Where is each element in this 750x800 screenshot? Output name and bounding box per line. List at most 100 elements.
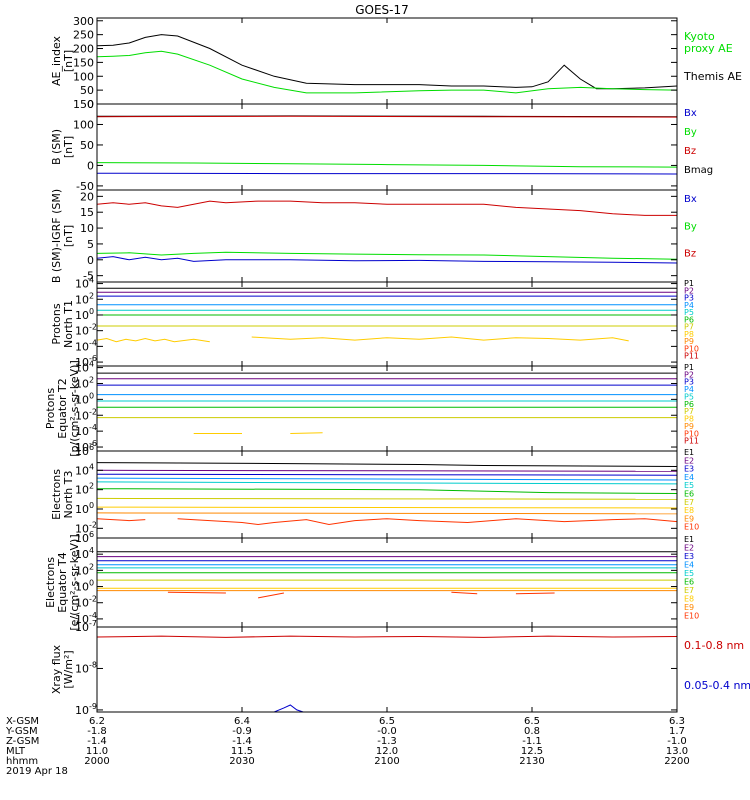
panel-7-series-13 [515,592,555,595]
panel-1-legend: Kyoto proxy AE Themis AE [683,30,742,83]
panel-6-series-1 [97,462,677,467]
legend-entry: E9 [684,603,694,612]
legend-entry: P2 [684,286,694,295]
x-tick-value: 6.3 [669,716,685,727]
legend-entry: P8 [684,415,694,424]
x-tick-value: 2100 [374,756,399,767]
y-tick-exponent: 0 [89,579,94,588]
x-tick-value: -0.9 [232,726,252,737]
panel-6-series-9 [97,512,677,515]
x-tick-value: 12.0 [376,746,398,757]
x-tick-value: 1.7 [669,726,685,737]
legend-entry: E3 [684,552,694,561]
legend-entry: P5 [684,392,694,401]
panel-1-series-2 [97,50,677,94]
legend-entry: Kyoto proxy AE [684,30,733,55]
legend-entry: 0.05-0.4 nm [684,679,750,692]
y-tick-label: 10 [75,356,89,369]
x-tick-value: 2000 [84,756,109,767]
y-tick-label: 100 [73,70,94,83]
y-axis-label: ProtonsNorth T1 [50,300,75,348]
panel-7-series-11 [258,592,284,599]
legend-entry: E5 [684,481,694,490]
y-tick-label: 250 [73,29,94,42]
panel-3-series-1 [97,200,677,216]
legend-entry: P11 [684,437,699,446]
y-tick-label: 150 [73,98,94,111]
panel-4-frame [96,281,678,367]
y-tick-exponent: 0 [89,391,94,400]
y-tick-label: 10 [75,278,89,291]
y-axis-label: AE_index[nT] [50,35,75,86]
y-tick-label: 10 [75,309,89,322]
legend-entry: P10 [684,429,699,438]
legend-entry: P6 [684,400,694,409]
y-tick-exponent: 4 [89,360,94,369]
legend-entry: E7 [684,586,694,595]
y-tick-exponent: -6 [89,354,97,363]
y-axis-label: Xray flux[W/m²] [50,644,75,694]
y-tick-exponent: 2 [89,562,94,571]
x-tick-value: 6.5 [524,716,540,727]
x-tick-value: 11.5 [231,746,253,757]
legend-entry: P3 [684,294,694,303]
panel-6-series-10 [97,518,146,522]
y-tick-label: 10 [75,441,89,454]
y-tick-label: 10 [75,548,89,561]
legend-entry: P10 [684,344,699,353]
y-tick-label: 100 [73,118,94,131]
panel-3: -5 0 5 10 15 20 B (SM)-IGRF (SM)[nT] Bx By Bz [50,189,697,283]
panel-8-frame [96,626,678,713]
y-tick-label: 0 [87,254,94,267]
legend-entry: E4 [684,561,694,570]
panel-6-series-7 [97,497,677,500]
y-tick-label: 10 [75,325,89,338]
y-tick-exponent: -2 [89,323,97,332]
x-row-label: X-GSM [6,716,39,727]
legend-entry: E1 [684,535,694,544]
legend-entry: E5 [684,569,694,578]
y-axis-label: B (SM)-IGRF (SM)[nT] [50,189,75,283]
legend-entry: E8 [684,595,694,604]
legend-entry: E9 [684,514,694,523]
panel-6-series-5 [97,481,677,485]
legend-entry: E10 [684,612,699,621]
x-tick-value: 6.4 [234,716,250,727]
panel-6-series-3 [97,473,677,476]
legend-entry: P7 [684,323,694,332]
panel-8-legend: 0.1-0.8 nm 0.05-0.4 nm [684,639,750,692]
y-tick-label: 10 [75,464,89,477]
y-axis-label: ElectronsNorth T3 [50,469,75,520]
x-axis-table: X-GSM 6.2 6.4 6.5 6.5 6.3 Y-GSM -1.8 -0.9 -0.0 0.8… [5,716,690,777]
legend-entry: Bmag [684,165,713,176]
x-tick-value: 0.8 [524,726,540,737]
x-tick-value: 6.2 [89,716,105,727]
y-tick-label: 10 [75,564,89,577]
legend-entry: E2 [684,544,694,553]
y-tick-exponent: -8 [89,660,97,669]
y-tick-label: 10 [75,532,89,545]
panel-2-series-2 [97,115,677,118]
y-tick-label: 10 [75,425,89,438]
panel-6-series-6 [97,488,677,494]
legend-entry: E6 [684,578,694,587]
legend-entry: Bz [684,146,696,157]
legend-entry: E10 [684,523,699,532]
panel-3-series-2 [97,251,677,260]
y-tick-label: -5 [83,270,94,283]
legend-entry: By [684,127,697,138]
panel-2-legend: Bx By Bz Bmag [684,108,713,176]
panel-2: -50 0 50 100 150 B (SM)[nT] Bx By Bz Bmag [50,98,713,193]
x-row-label: Y-GSM [5,726,38,737]
x-tick-value: 11.0 [86,746,108,757]
y-tick-exponent: -2 [89,520,97,529]
y-tick-label: 10 [80,222,94,235]
x-row-label: Z-GSM [6,736,39,747]
y-tick-exponent: -4 [89,338,97,347]
